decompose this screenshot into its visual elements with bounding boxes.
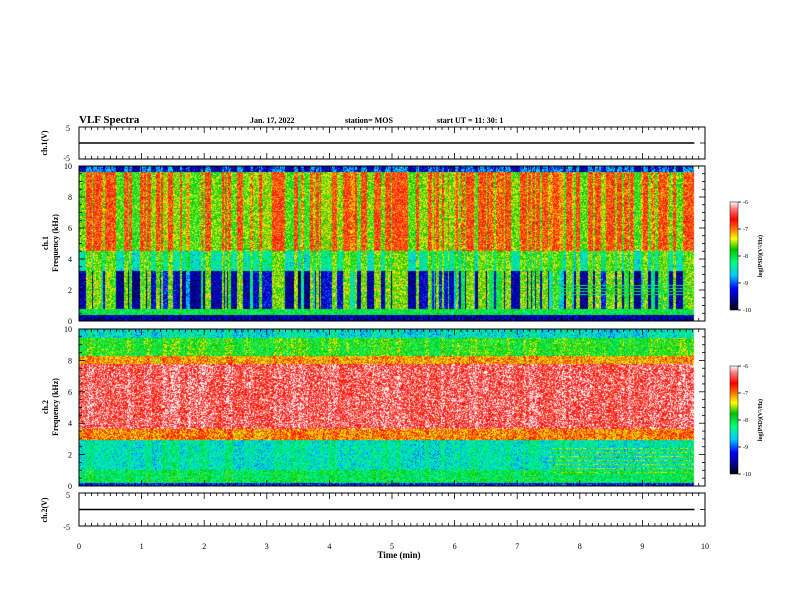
figure-title: VLF Spectra [79,114,140,126]
y-tick-label: 10 [64,325,72,334]
x-tick-label: 2 [202,542,206,551]
x-axis-label: Time (min) [377,550,420,560]
colorbar-tick-label: -10 [743,308,751,314]
x-tick-label: 3 [265,542,269,551]
ch2-spectrogram-channel-label: ch.2 [41,400,50,414]
y-tick-label: 8 [68,193,72,202]
ch2-spectrogram-heatmap [79,329,705,486]
y-tick-label: 4 [68,419,72,428]
colorbar-tick-label: -6 [743,364,748,370]
ch1-spectrogram-freq-label: Frequency (kHz) [51,214,60,272]
y-tick-label: 6 [68,224,72,233]
y-tick-label: 0 [68,317,72,326]
ch2-spectrogram-ticks [78,328,706,487]
x-tick-label: 0 [77,542,81,551]
y-tick-label: 2 [68,286,72,295]
ch1-spectrogram-channel-label: ch.1 [41,236,50,250]
y-tick-label: 10 [64,162,72,171]
x-tick-label: 10 [701,542,709,551]
ch1-voltage-tick-bottom: -5 [63,154,70,163]
ch1-voltage-tick-top: 5 [66,124,70,133]
colorbar-tick-label: -8 [743,254,748,260]
colorbar-tick-label: -7 [743,391,748,397]
x-tick-label: 6 [453,542,457,551]
ch1-spectrogram-heatmap [79,166,705,321]
colorbar-tick-label: -6 [743,200,748,206]
x-tick-label: 8 [578,542,582,551]
x-tick-label: 1 [140,542,144,551]
x-tick-label: 9 [640,542,644,551]
ch2-voltage-tick-top: 5 [66,491,70,500]
ch2-voltage-ticks [78,492,706,527]
x-tick-label: 7 [515,542,519,551]
ch1-voltage-ylabel: ch.1(V) [40,130,49,155]
header-date: Jan. 17, 2022 [250,116,294,125]
ch2-frequency-tick-labels: 0 2 4 6 8 10 [64,325,72,491]
ch1-spectrogram-ticks [78,165,706,322]
ch1-colorbar: -6 -7 -8 -9 -10 log(PSD)(V²/Hz) [729,200,764,314]
ch2-voltage-ylabel: ch.2(V) [40,497,49,522]
y-tick-label: 2 [68,451,72,460]
s1content-image [79,166,705,321]
ch2-voltage-tick-bottom: -5 [63,523,70,532]
ch2-voltage-panel: 5 -5 ch.2(V) [40,491,706,532]
y-tick-label: 0 [68,482,72,491]
ch2-spectrogram-panel: 0 2 4 6 8 10 ch.2 Frequency (kHz) [41,325,706,491]
x-tick-label: 5 [390,542,394,551]
ch1-frequency-tick-labels: 0 2 4 6 8 10 [64,162,72,326]
ch2-colorbar-ticks: -6 -7 -8 -9 -10 [738,364,751,478]
s2content-image [79,329,705,486]
ch1-colorbar-label: log(PSD)(V²/Hz) [757,235,764,277]
y-tick-label: 6 [68,388,72,397]
colorbar-tick-label: -9 [743,281,748,287]
colorbar-tick-label: -8 [743,418,748,424]
ch2-colorbar-label: log(PSD)(V²/Hz) [757,399,764,441]
colorbar-tick-label: -9 [743,445,748,451]
header-station: station= MOS [345,116,393,125]
ch1-colorbar-ticks: -6 -7 -8 -9 -10 [738,200,751,314]
y-tick-label: 4 [68,255,72,264]
y-tick-label: 8 [68,356,72,365]
ch1-voltage-panel: 5 -5 ch.1(V) [40,124,706,163]
x-axis-tick-labels: 0 1 2 3 4 5 6 7 8 9 10 [77,542,709,551]
ch2-colorbar: -6 -7 -8 -9 -10 log(PSD)(V²/Hz) [729,364,764,478]
header-start-time: start UT = 11: 30: 1 [437,116,503,125]
x-tick-label: 4 [327,542,331,551]
colorbar-tick-label: -7 [743,227,748,233]
ch1-voltage-ticks [78,126,706,160]
ch2-colorbar-gradient [729,365,739,475]
ch1-colorbar-gradient [729,201,739,311]
ch2-spectrogram-freq-label: Frequency (kHz) [51,378,60,436]
ch1-spectrogram-panel: 0 2 4 6 8 10 ch.1 Frequency (kHz) [41,162,706,326]
colorbar-tick-label: -10 [743,472,751,478]
